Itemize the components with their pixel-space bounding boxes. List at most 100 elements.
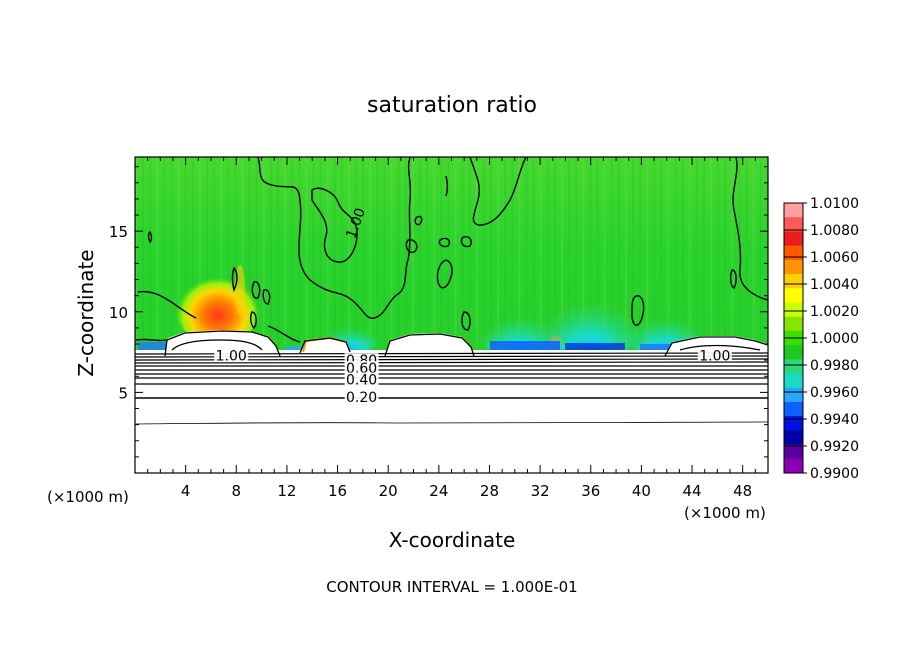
plot-area	[135, 157, 768, 473]
y-axis-ticks: 5 10 15	[109, 166, 768, 458]
texture-streak	[511, 157, 514, 347]
texture-streak	[752, 157, 755, 347]
colorbar-swatch	[784, 444, 803, 460]
contour-label: 1.00	[699, 348, 730, 364]
texture-streak	[624, 157, 627, 347]
contour-label-bg	[344, 390, 379, 404]
texture-streak	[213, 157, 216, 347]
texture-streak	[241, 157, 244, 347]
contour-label: 1.00	[216, 348, 247, 364]
colorbar-swatch	[784, 259, 803, 275]
texture-streak	[191, 157, 194, 347]
texture-streak	[397, 157, 400, 347]
y-axis-unit-right: (×1000 m)	[684, 504, 766, 522]
x-axis-label: X-coordinate	[389, 528, 516, 552]
texture-streak	[710, 157, 713, 347]
texture-streak	[220, 157, 223, 347]
x-tick-label: 16	[328, 482, 347, 500]
colorbar-swatch	[784, 316, 803, 332]
texture-streak	[135, 157, 137, 347]
texture-streak	[525, 157, 528, 347]
cloud-white-region	[385, 333, 474, 356]
colorbar-swatch	[784, 245, 803, 261]
colorbar-swatch	[784, 458, 803, 474]
contour-interval-note: CONTOUR INTERVAL = 1.000E-01	[326, 578, 577, 596]
x-tick-label: 4	[181, 482, 191, 500]
texture-streak	[568, 157, 571, 347]
texture-streak	[404, 157, 407, 347]
x-tick-label: 48	[733, 482, 752, 500]
texture-streak	[745, 157, 748, 347]
texture-streak	[688, 157, 691, 347]
texture-streak	[490, 157, 492, 347]
texture-streak	[532, 157, 535, 347]
texture-streak	[206, 157, 208, 347]
texture-streak	[610, 157, 613, 347]
texture-streak	[518, 157, 521, 347]
contour-labels: 1.00 1.001.000.800.600.400.20	[214, 206, 732, 406]
texture-streak	[376, 157, 379, 347]
x-tick-label: 32	[531, 482, 550, 500]
texture-streak	[575, 157, 578, 347]
blue-band	[565, 343, 625, 351]
texture-streak	[596, 157, 599, 347]
colorbar-swatch	[784, 401, 803, 417]
texture-streak	[695, 157, 698, 347]
texture-streak	[262, 157, 265, 347]
texture-streak	[475, 157, 478, 347]
texture-streak	[759, 157, 762, 347]
colorbar-label: 0.9980	[810, 358, 859, 374]
colorbar-swatch	[784, 288, 803, 303]
x-axis-ticks: 4 8 12 16 20 24 28 32 36 40 44 48	[147, 157, 756, 500]
texture-streak	[440, 157, 443, 347]
blue-band	[640, 344, 680, 352]
x-tick-label: 44	[682, 482, 701, 500]
texture-streak	[539, 157, 542, 347]
texture-streak	[589, 157, 592, 347]
contour-cloud-outlines	[164, 330, 768, 357]
colorbar-label: 1.0000	[810, 331, 859, 347]
x-axis-unit: (×1000 m)	[47, 488, 129, 506]
x-tick-label: 40	[632, 482, 651, 500]
colorbar-swatch	[784, 387, 803, 403]
texture-streak	[639, 157, 642, 347]
texture-streak	[227, 157, 230, 347]
colorbar-label: 0.9960	[810, 385, 859, 401]
texture-streak	[369, 157, 372, 347]
y-tick-label: 5	[118, 384, 128, 402]
contour-label-bg	[344, 361, 379, 375]
x-tick-label: 28	[480, 482, 499, 500]
texture-streak	[447, 157, 450, 347]
texture-streak	[326, 157, 329, 347]
texture-streak	[255, 157, 258, 347]
x-tick-label: 24	[429, 482, 448, 500]
contour-label-bg	[214, 348, 249, 362]
texture-streak	[667, 157, 670, 347]
texture-streak	[149, 157, 152, 347]
colorbar-swatch	[784, 373, 803, 389]
colorbar-label: 1.0060	[810, 250, 859, 266]
colorbar-swatch	[784, 345, 803, 360]
texture-streak	[156, 157, 159, 347]
colorbar-swatch	[784, 274, 803, 289]
texture-streak	[348, 157, 350, 347]
colorbar-swatch	[784, 231, 803, 247]
colorbar-label: 0.9940	[810, 412, 859, 428]
texture-streak	[681, 157, 684, 347]
texture-streak	[291, 157, 294, 347]
texture-streak	[305, 157, 308, 347]
subsaturation-region	[540, 275, 640, 365]
texture-streak	[333, 157, 336, 347]
texture-streak	[433, 157, 436, 347]
colorbar-swatch	[784, 203, 803, 218]
y-tick-label: 10	[109, 304, 128, 322]
field-texture	[135, 157, 768, 347]
texture-streak	[617, 157, 620, 347]
texture-streak	[646, 157, 649, 347]
texture-streak	[724, 157, 727, 347]
texture-streak	[674, 157, 677, 347]
texture-streak	[184, 157, 187, 347]
texture-streak	[362, 157, 365, 347]
texture-streak	[731, 157, 734, 347]
